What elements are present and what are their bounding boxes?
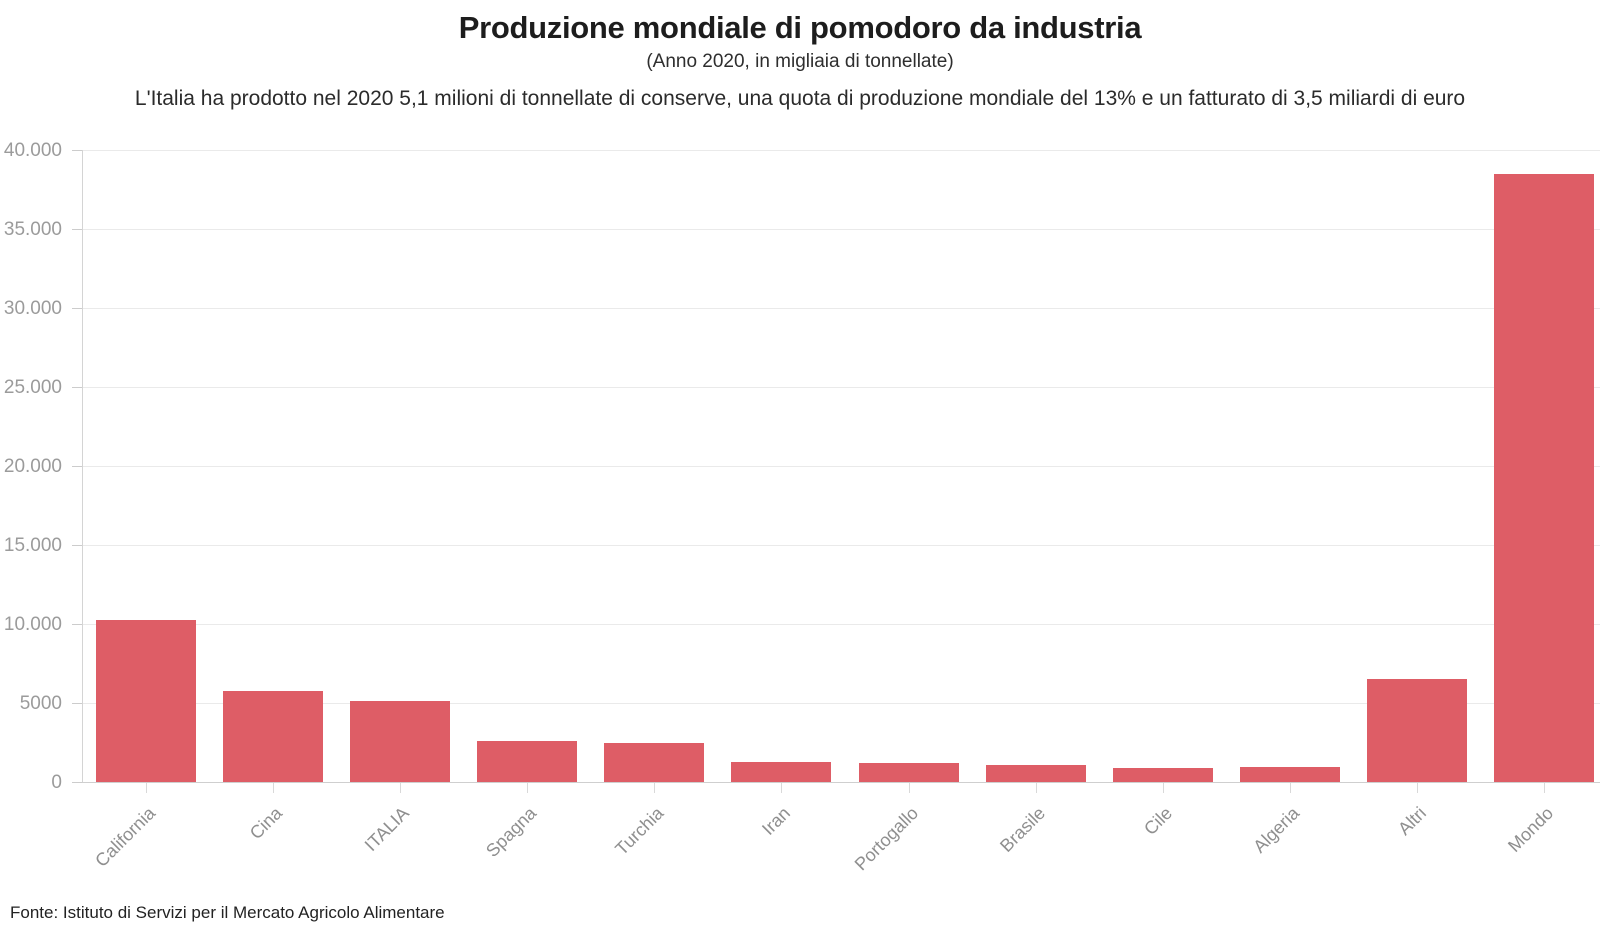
- x-axis-tick: [527, 783, 528, 793]
- gridline: [82, 308, 1600, 309]
- y-axis-tick: [72, 229, 82, 230]
- y-axis-tick: [72, 545, 82, 546]
- x-axis-category-label: Cina: [245, 802, 286, 844]
- bar-spagna[interactable]: [477, 741, 577, 782]
- y-axis-tick: [72, 624, 82, 625]
- x-axis-tick: [1417, 783, 1418, 793]
- x-axis-category-label: Mondo: [1504, 802, 1558, 856]
- y-axis-tick-label: 25.000: [3, 377, 62, 398]
- x-axis-tick: [909, 783, 910, 793]
- y-axis-tick: [72, 387, 82, 388]
- chart-subtitle: (Anno 2020, in migliaia di tonnellate): [646, 51, 954, 72]
- bar-algeria[interactable]: [1240, 767, 1340, 782]
- x-axis-tick: [400, 783, 401, 793]
- x-axis-tick: [654, 783, 655, 793]
- y-axis-tick-label: 0: [51, 772, 62, 793]
- bar-cina[interactable]: [223, 691, 323, 782]
- x-axis-line: [82, 782, 1600, 783]
- source-note: Fonte: Istituto di Servizi per il Mercat…: [10, 903, 445, 922]
- gridline: [82, 545, 1600, 546]
- gridline: [82, 229, 1600, 230]
- x-axis-category-label: Altri: [1394, 802, 1431, 839]
- y-axis-tick-label: 10.000: [3, 614, 62, 635]
- x-axis-category-label: Algeria: [1249, 802, 1304, 857]
- x-axis-tick: [273, 783, 274, 793]
- gridline: [82, 387, 1600, 388]
- x-axis-tick: [1163, 783, 1164, 793]
- y-axis-tick-label: 15.000: [3, 535, 62, 556]
- y-axis-tick: [72, 782, 82, 783]
- bar-turchia[interactable]: [604, 743, 704, 782]
- gridline: [82, 150, 1600, 151]
- y-axis-tick: [72, 150, 82, 151]
- bar-altri[interactable]: [1367, 679, 1467, 782]
- y-axis-tick: [72, 703, 82, 704]
- gridline: [82, 624, 1600, 625]
- gridline: [82, 703, 1600, 704]
- gridline: [82, 466, 1600, 467]
- bar-california[interactable]: [96, 620, 196, 782]
- x-axis-category-label: Portogallo: [850, 802, 922, 875]
- chart-description: L'Italia ha prodotto nel 2020 5,1 milion…: [134, 87, 1466, 110]
- bar-iran[interactable]: [731, 762, 831, 782]
- x-axis-tick: [1290, 783, 1291, 793]
- x-axis-category-label: California: [90, 802, 159, 871]
- y-axis-tick: [72, 466, 82, 467]
- y-axis-tick-label: 5000: [19, 693, 62, 714]
- y-axis-tick-label: 20.000: [3, 456, 62, 477]
- y-axis-tick: [72, 308, 82, 309]
- bar-italia[interactable]: [350, 701, 450, 782]
- y-axis-tick-label: 40.000: [3, 140, 62, 161]
- x-axis-category-label: Spagna: [482, 802, 541, 861]
- bar-portogallo[interactable]: [859, 763, 959, 782]
- x-axis-category-label: Brasile: [995, 802, 1049, 856]
- x-axis-tick: [146, 783, 147, 793]
- y-axis-line: [82, 150, 83, 782]
- x-axis-tick: [781, 783, 782, 793]
- x-axis-category-label: Iran: [758, 802, 795, 840]
- bar-cile[interactable]: [1113, 768, 1213, 782]
- chart-title: Produzione mondiale di pomodoro da indus…: [458, 10, 1142, 45]
- x-axis-category-label: ITALIA: [360, 802, 413, 856]
- x-axis-tick: [1036, 783, 1037, 793]
- bar-mondo[interactable]: [1494, 174, 1594, 782]
- x-axis-category-label: Cile: [1139, 802, 1176, 840]
- y-axis-tick-label: 35.000: [3, 219, 62, 240]
- bar-brasile[interactable]: [986, 765, 1086, 782]
- x-axis-tick: [1544, 783, 1545, 793]
- y-axis-tick-label: 30.000: [3, 298, 62, 319]
- x-axis-category-label: Turchia: [611, 802, 668, 860]
